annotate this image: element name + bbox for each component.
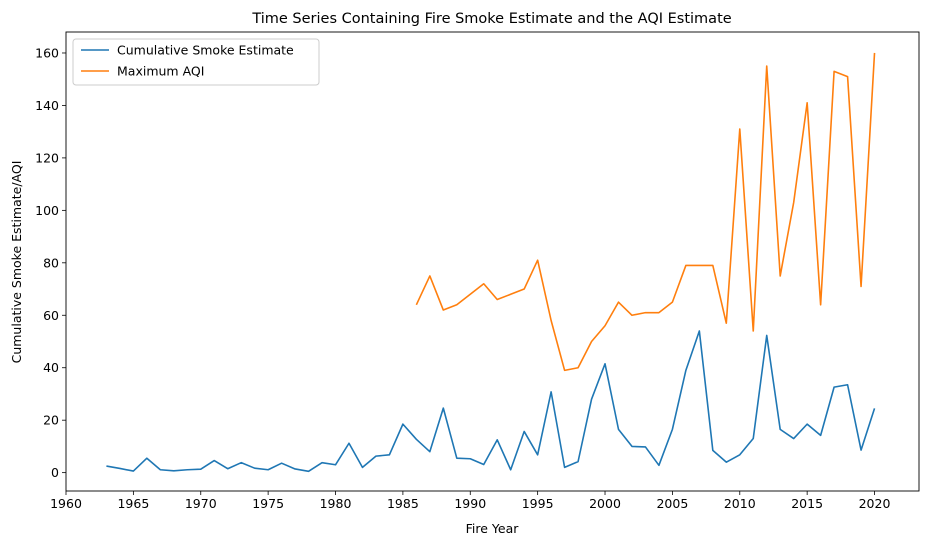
plot-frame: [65, 31, 920, 492]
y-tick-label: 20: [43, 413, 59, 428]
chart-title: Time Series Containing Fire Smoke Estima…: [251, 11, 731, 27]
x-tick-label: 1980: [320, 496, 352, 511]
series-line-cumulative-smoke-estimate: [106, 330, 876, 473]
series-lines: [106, 52, 876, 473]
x-tick-label: 2010: [724, 496, 756, 511]
x-tick-label: 2015: [791, 496, 823, 511]
x-tick-label: 2000: [589, 496, 621, 511]
x-tick-label: 2020: [859, 496, 891, 511]
x-tick-label: 1975: [252, 496, 284, 511]
x-tick-label: 1990: [454, 496, 486, 511]
x-tick-label: 1985: [387, 496, 419, 511]
x-tick-label: 2005: [656, 496, 688, 511]
y-tick-label: 40: [43, 360, 59, 375]
axis-ticks: 1960 1965 1970 1975 1980 1985 1990 1995 2000 2005…: [35, 45, 890, 511]
series-line-maximum-aqi: [415, 52, 876, 372]
x-tick-label: 1995: [522, 496, 554, 511]
y-tick-label: 80: [43, 255, 59, 270]
legend-label-aqi: Maximum AQI: [117, 64, 204, 79]
y-tick-label: 120: [35, 150, 59, 165]
x-tick-label: 1960: [50, 496, 82, 511]
x-axis-label: Fire Year: [466, 521, 520, 536]
y-tick-label: 140: [35, 98, 59, 113]
y-tick-label: 0: [51, 465, 59, 480]
y-tick-label: 60: [43, 308, 59, 323]
y-tick-label: 100: [35, 203, 59, 218]
legend-box: [72, 38, 320, 86]
y-axis-label: Cumulative Smoke Estimate/AQI: [9, 161, 24, 364]
x-tick-label: 1970: [185, 496, 217, 511]
legend-label-smoke: Cumulative Smoke Estimate: [117, 43, 294, 58]
legend: Cumulative Smoke Estimate Maximum AQI: [72, 38, 320, 86]
y-tick-label: 160: [35, 45, 59, 60]
x-tick-label: 1965: [117, 496, 149, 511]
